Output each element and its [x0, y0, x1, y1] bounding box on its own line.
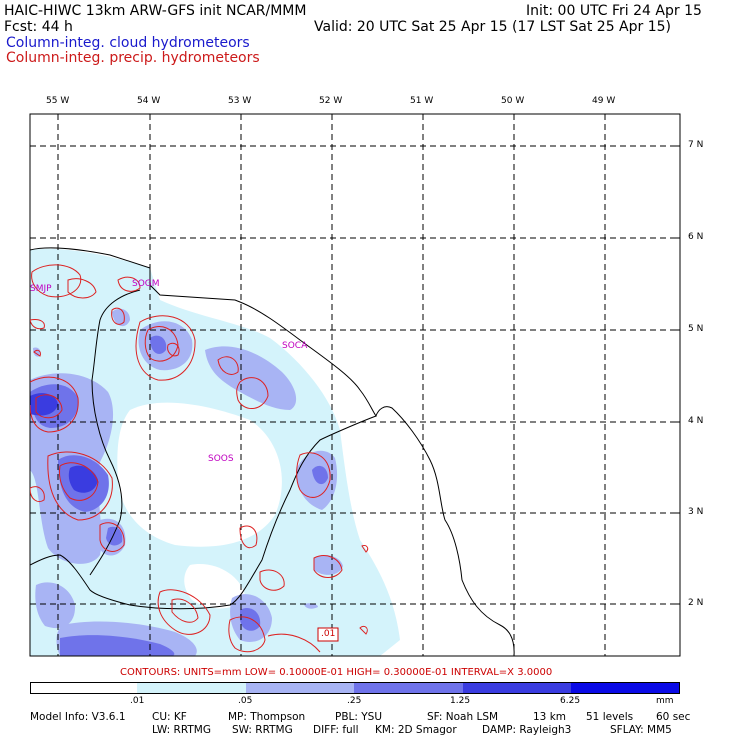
lat-label-2n: 2 N [688, 598, 704, 608]
model-version: Model Info: V3.6.1 [30, 711, 126, 723]
lon-label-50w: 50 W [501, 96, 525, 106]
lat-label-7n: 7 N [688, 140, 704, 150]
forecast-hour: Fcst: 44 h [4, 19, 73, 35]
lat-lon-grid [30, 114, 680, 656]
model-timestep: 60 sec [656, 711, 691, 723]
colorbar-tick-0: .01 [130, 696, 145, 706]
init-time: Init: 00 UTC Fri 24 Apr 15 [526, 3, 702, 19]
lat-label-3n: 3 N [688, 507, 704, 517]
lon-label-49w: 49 W [592, 96, 616, 106]
colorbar-swatch-5 [571, 682, 679, 694]
lon-label-52w: 52 W [319, 96, 343, 106]
model-km: KM: 2D Smagor [375, 724, 457, 736]
colorbar-tick-2: .25 [347, 696, 362, 706]
lon-label-54w: 54 W [137, 96, 161, 106]
station-soos: SOOS [208, 454, 234, 464]
lat-label-5n: 5 N [688, 324, 704, 334]
plot-frame [29, 113, 681, 657]
axis-ticks [57, 114, 680, 605]
colorbar-swatch-2 [246, 682, 354, 694]
colorbar-units: mm [656, 696, 674, 706]
colorbar-tick-4: 6.25 [560, 696, 581, 706]
model-pbl: PBL: YSU [335, 711, 383, 723]
colorbar-swatch-4 [463, 682, 571, 694]
lon-label-51w: 51 W [410, 96, 434, 106]
model-lw: LW: RRTMG [152, 724, 211, 736]
colorbar-swatch-0 [31, 682, 137, 694]
station-soca: SOCA [282, 341, 308, 351]
field1-legend: Column-integ. cloud hydrometeors [6, 35, 250, 51]
colorbar-tick-1: .05 [238, 696, 253, 706]
lon-label-53w: 53 W [228, 96, 252, 106]
station-smjp: SMJP [30, 284, 52, 294]
coastlines-borders [30, 247, 515, 656]
contour-label: .01 [321, 629, 336, 639]
model-damp: DAMP: Rayleigh3 [482, 724, 572, 736]
model-sf: SF: Noah LSM [427, 711, 499, 723]
field2-legend: Column-integ. precip. hydrometeors [6, 50, 260, 66]
contours-info: CONTOURS: UNITS=mm LOW= 0.10000E-01 HIGH… [120, 667, 553, 678]
colorbar-border [30, 682, 680, 694]
model-sflay: SFLAY: MM5 [610, 724, 672, 736]
contour-label-box [317, 627, 339, 642]
colorbar-swatch-3 [354, 682, 463, 694]
model-sw: SW: RRTMG [232, 724, 293, 736]
lat-label-4n: 4 N [688, 416, 704, 426]
model-levels: 51 levels [586, 711, 634, 723]
model-diff: DIFF: full [313, 724, 359, 736]
station-sogm: SOGM [132, 279, 160, 289]
lat-label-6n: 6 N [688, 232, 704, 242]
model-resolution: 13 km [533, 711, 567, 723]
valid-time: Valid: 20 UTC Sat 25 Apr 15 (17 LST Sat … [314, 19, 672, 35]
colorbar-tick-3: 1.25 [450, 696, 471, 706]
model-cu: CU: KF [152, 711, 187, 723]
lon-label-55w: 55 W [46, 96, 70, 106]
product-title: HAIC-HIWC 13km ARW-GFS init NCAR/MMM [4, 3, 307, 19]
colorbar-swatch-1 [137, 682, 246, 694]
shaded-field [30, 248, 400, 656]
model-mp: MP: Thompson [228, 711, 306, 723]
precip-contours [30, 264, 369, 653]
